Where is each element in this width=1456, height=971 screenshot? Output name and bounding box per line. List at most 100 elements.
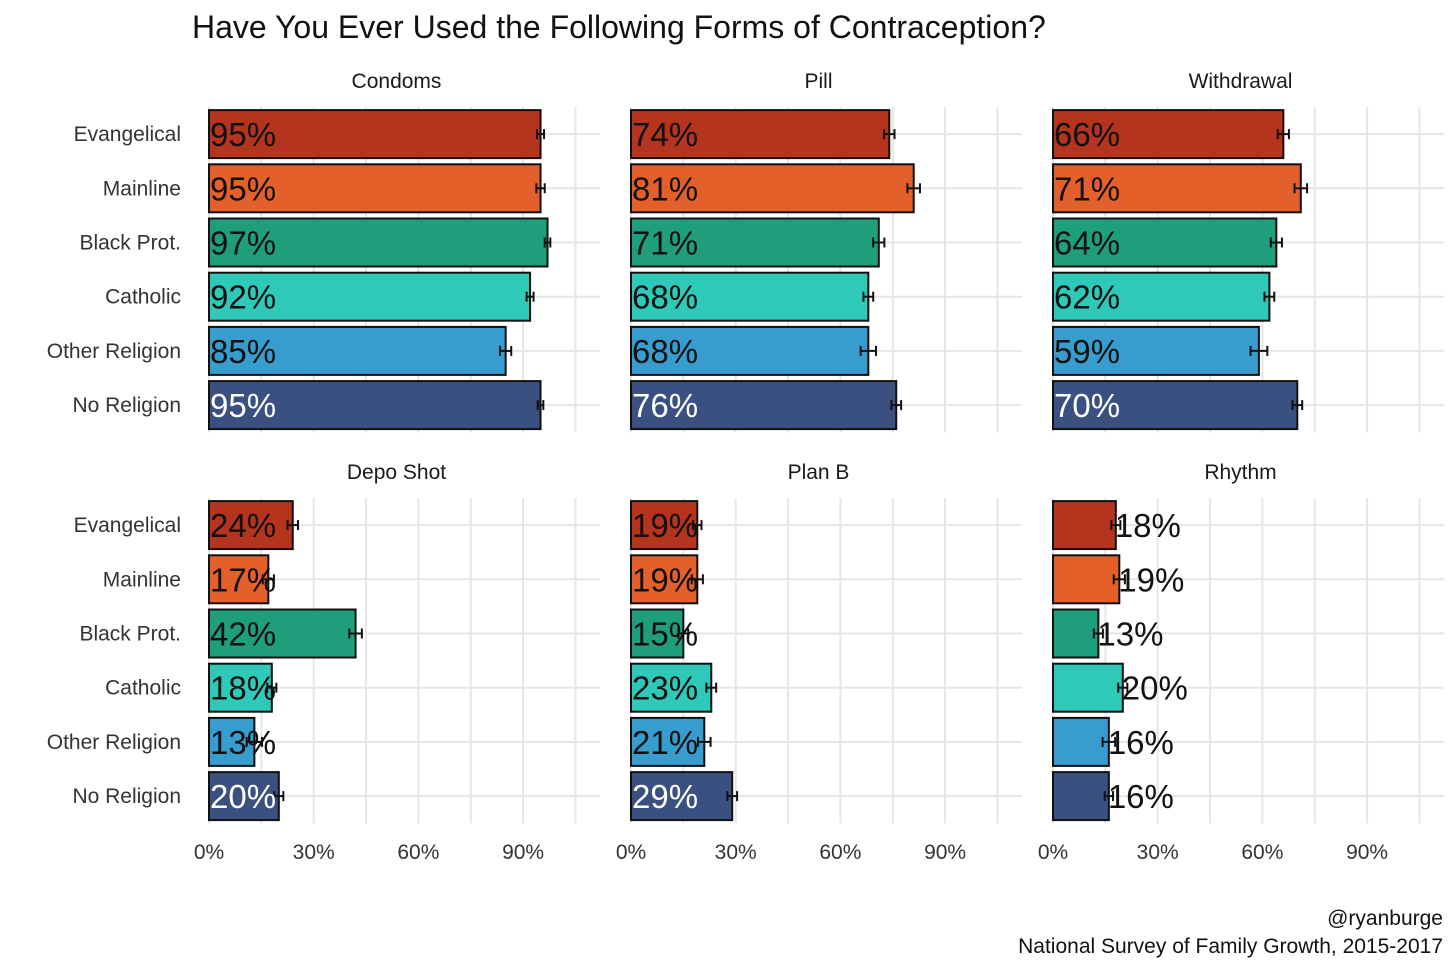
x-tick-label: 30% [1137,841,1179,864]
error-bar-pill-other-religion [859,345,877,356]
category-label-evangelical: Evangelical [74,514,181,537]
category-label-other-religion: Other Religion [47,731,181,754]
bar-plan-b-no-religion [630,771,734,822]
bar-plan-b-other-religion [630,716,706,767]
facet-title-depo-shot: Depo Shot [347,461,446,484]
x-tick-label: 90% [924,841,966,864]
data-label-plan-b-catholic: 23% [632,670,698,707]
bar-plan-b-mainline [630,554,699,605]
data-label-plan-b-other-religion: 21% [632,724,698,761]
error-bar-depo-shot-black-prot [348,628,363,639]
panel-pill: Pill 74% 81% 71% 68% 68% 76% [630,70,1022,433]
data-label-depo-shot-no-religion: 20% [210,778,276,815]
error-bar-pill-catholic [862,291,875,302]
data-label-depo-shot-mainline: 17% [210,561,276,598]
facet-title-plan-b: Plan B [788,461,850,484]
data-label-plan-b-no-religion: 29% [632,778,698,815]
bar-condoms-black-prot [208,217,549,268]
error-bar-condoms-mainline [535,183,546,194]
bar-rhythm-evangelical [1052,500,1117,551]
error-bar-withdrawal-mainline [1293,183,1309,194]
x-axis-tick-labels: 0% 30% 60% 90% 0% 30% 60% 90% 0% 30% 60% 90% [194,841,1388,864]
error-bar-withdrawal-evangelical [1276,129,1290,140]
panel-rhythm: Rhythm 18% 19% 13% 20% 16% 16% [1052,461,1444,824]
bar-plan-b-catholic [630,662,713,713]
error-bar-rhythm-no-religion [1103,791,1115,802]
error-bar-condoms-no-religion [536,400,545,411]
data-label-condoms-evangelical: 95% [210,116,276,153]
panel-withdrawal: Withdrawal 66% 71% 64% 62% 59% 70% [1052,70,1444,433]
error-bar-pill-mainline [906,183,921,194]
error-bar-plan-b-mainline [690,574,704,585]
x-tick-label: 90% [502,841,544,864]
error-bar-condoms-evangelical [536,129,546,140]
bar-rhythm-mainline [1052,554,1121,605]
bar-pill-mainline [630,163,915,214]
facet-title-rhythm: Rhythm [1204,461,1276,484]
facet-title-condoms: Condoms [352,70,442,93]
bar-depo-shot-evangelical [208,500,294,551]
data-label-condoms-mainline: 95% [210,170,276,207]
bar-pill-black-prot [630,217,880,268]
error-bar-pill-no-religion [890,400,903,411]
category-label-black-prot: Black Prot. [79,232,181,255]
category-label-black-prot: Black Prot. [79,623,181,646]
data-label-pill-no-religion: 76% [632,387,698,424]
error-bar-rhythm-other-religion [1101,736,1117,747]
error-bar-pill-evangelical [883,129,896,140]
data-label-pill-other-religion: 68% [632,333,698,370]
bar-withdrawal-other-religion [1052,325,1260,376]
data-label-plan-b-evangelical: 19% [632,507,698,544]
data-label-condoms-no-religion: 95% [210,387,276,424]
facet-title-pill: Pill [804,70,832,93]
bar-withdrawal-catholic [1052,271,1271,322]
bar-withdrawal-evangelical [1052,109,1285,160]
caption-handle: @ryanburge [1327,907,1443,930]
data-label-rhythm-mainline: 19% [1118,561,1184,598]
error-bar-plan-b-evangelical [692,520,703,531]
bar-rhythm-other-religion [1052,716,1110,767]
data-label-withdrawal-evangelical: 66% [1054,116,1120,153]
error-bar-condoms-black-prot [543,237,552,248]
data-label-pill-black-prot: 71% [632,225,698,262]
panel-plan-b: Plan B 19% 19% 15% 23% 21% 29% [630,461,1022,824]
data-label-rhythm-other-religion: 16% [1108,724,1174,761]
bar-condoms-catholic [208,271,532,322]
data-label-condoms-catholic: 92% [210,279,276,316]
error-bar-rhythm-evangelical [1110,520,1122,531]
data-label-depo-shot-catholic: 18% [210,670,276,707]
data-label-pill-catholic: 68% [632,279,698,316]
x-tick-label: 30% [715,841,757,864]
error-bar-depo-shot-catholic [266,682,278,693]
error-bar-withdrawal-other-religion [1249,345,1269,356]
error-bar-rhythm-black-prot [1092,628,1104,639]
data-label-rhythm-evangelical: 18% [1115,507,1181,544]
error-bar-withdrawal-black-prot [1269,237,1283,248]
bar-withdrawal-no-religion [1052,380,1299,431]
category-label-no-religion: No Religion [72,394,181,417]
error-bar-plan-b-catholic [705,682,718,693]
x-tick-label: 60% [397,841,439,864]
bar-rhythm-black-prot [1052,608,1100,659]
data-label-withdrawal-no-religion: 70% [1054,387,1120,424]
bar-pill-no-religion [630,380,898,431]
bar-plan-b-black-prot [630,608,685,659]
panel-depo-shot: Depo Shot 24% 17% 42% 18% 13% 20% [208,461,600,824]
x-tick-label: 60% [819,841,861,864]
error-bar-plan-b-no-religion [726,791,739,802]
category-label-other-religion: Other Religion [47,340,181,363]
category-label-evangelical: Evangelical [74,123,181,146]
category-label-no-religion: No Religion [72,785,181,808]
data-label-withdrawal-other-religion: 59% [1054,333,1120,370]
error-bar-withdrawal-catholic [1263,291,1276,302]
bar-pill-catholic [630,271,870,322]
x-tick-label: 30% [293,841,335,864]
error-bar-depo-shot-mainline [261,574,275,585]
data-label-withdrawal-catholic: 62% [1054,279,1120,316]
chart-title: Have You Ever Used the Following Forms o… [192,9,1046,45]
bar-condoms-no-religion [208,380,542,431]
data-label-rhythm-black-prot: 13% [1097,616,1163,653]
data-label-pill-mainline: 81% [632,170,698,207]
facet-title-withdrawal: Withdrawal [1189,70,1293,93]
